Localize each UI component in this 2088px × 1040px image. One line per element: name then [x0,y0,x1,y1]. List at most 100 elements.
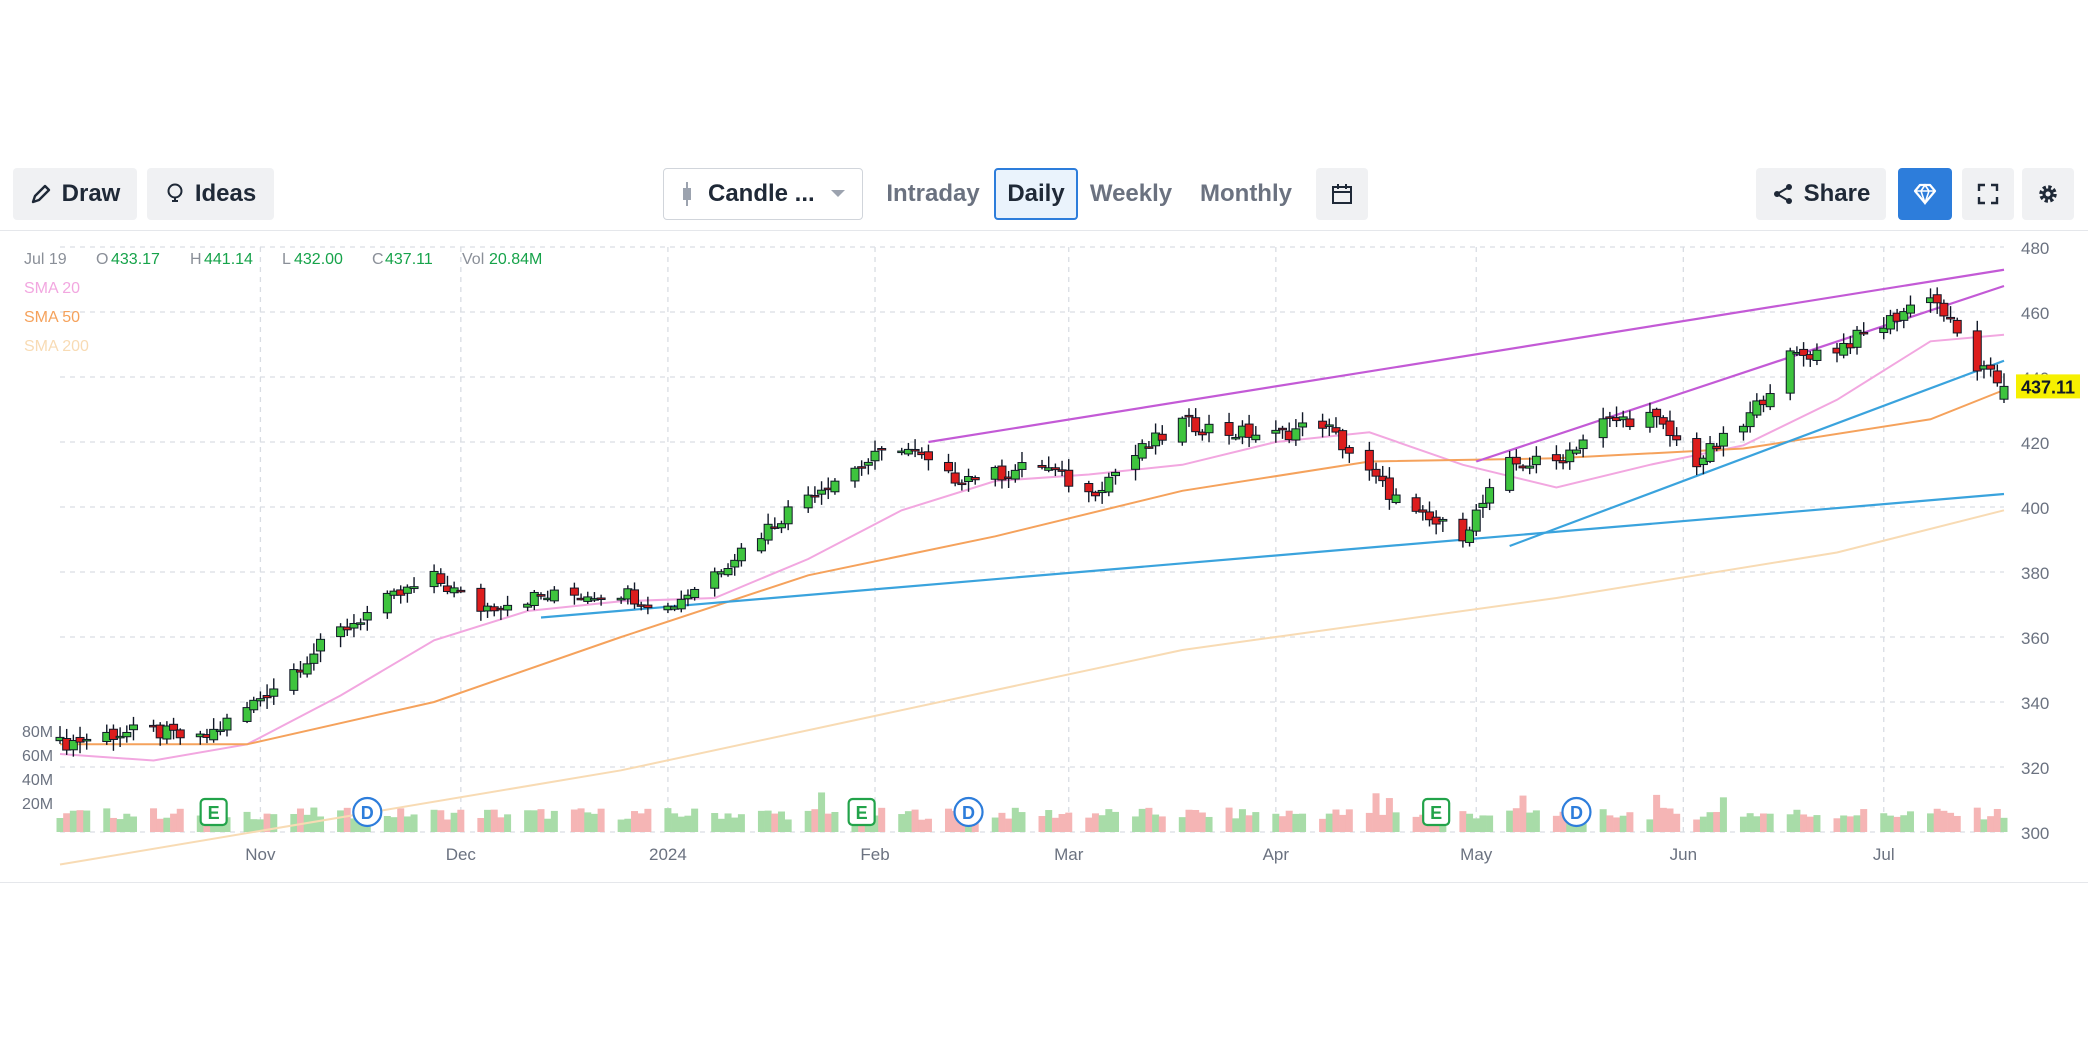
candle-body [1144,446,1154,449]
premium-button[interactable] [1898,168,1952,220]
volume-bar [764,810,772,832]
candle-body [1905,304,1915,314]
volume-bar [1225,807,1233,832]
volume-bar [530,810,538,832]
volume-bar [150,808,158,832]
candle-body [302,663,312,675]
ideas-button[interactable]: Ideas [147,168,274,220]
volume-bar [544,818,552,832]
candle-body [1618,416,1628,421]
volume-bar [664,808,672,832]
trendline-blue [1509,359,2005,548]
volume-bar [1739,816,1747,832]
volume-bar [550,810,558,832]
x-tick-label: Jun [1670,845,1697,864]
volume-bar [918,819,926,832]
period-daily[interactable]: Daily [994,168,1078,220]
volume-bar [1659,807,1667,832]
candle-body [503,604,513,611]
volume-bar [831,811,839,832]
y-tick-label: 480 [2021,239,2049,258]
share-icon [1773,184,1792,204]
volume-bar [537,809,545,832]
volume-bar [824,813,832,832]
volume-bar [56,818,64,832]
y-tick-label: 380 [2021,564,2049,583]
ideas-label: Ideas [194,180,257,207]
volume-bar [1719,797,1727,832]
candle-body [1765,393,1775,408]
period-weekly[interactable]: Weekly [1089,180,1173,207]
period-monthly[interactable]: Monthly [1200,180,1292,207]
candle-body [1785,350,1795,394]
share-label: Share [1803,180,1871,207]
candle-body [1050,467,1060,471]
volume-bar [684,815,692,832]
volume-bar [296,808,304,832]
volume-bar [1900,815,1908,832]
legend: SMA 20 SMA 50 SMA 200 [24,280,89,355]
candle-body [1331,427,1341,433]
candle-body [1745,412,1755,428]
candle-body [776,523,786,529]
volume-bar [1365,812,1373,832]
volume-bar [1325,813,1333,832]
volume-bar [991,817,999,832]
candle-body [1291,428,1301,441]
candle-body [810,494,820,498]
draw-button[interactable]: Draw [13,168,137,220]
earnings-marker [199,797,228,827]
volume-bar [1766,813,1774,832]
candle-body [209,728,219,741]
candle-body [1992,370,2002,384]
x-tick-label: Apr [1263,845,1290,864]
candle-body [830,480,840,493]
chart-type-select[interactable]: Candle ... [663,168,863,220]
candle-body [676,598,686,610]
volume-bar [1993,808,2001,832]
candle-body [903,448,913,455]
candle-body [1017,462,1027,470]
candle-body [1672,435,1682,441]
candle-body [596,597,606,601]
volume-bar [1098,815,1106,832]
y-tick-label: 300 [2021,824,2049,843]
period-intraday[interactable]: Intraday [886,180,980,207]
candle-body [1231,436,1241,440]
settings-button[interactable] [2022,168,2074,220]
volume-bar [1626,812,1634,832]
volume-bar [1185,809,1193,832]
candle-body [476,587,486,612]
volume-bar [878,807,886,832]
x-tick-label: Mar [1054,845,1084,864]
volume-bar [771,813,779,832]
candle-body [255,698,265,702]
fullscreen-button[interactable] [1962,168,2014,220]
volume-bar [443,819,451,832]
volume-bar [484,809,492,832]
candle-body [1344,447,1354,454]
candle-body [1738,425,1748,433]
candle-body [1471,509,1481,532]
share-button[interactable]: Share [1756,168,1886,220]
candle-body [730,559,740,568]
volume-bar [1238,809,1246,832]
volume-bar [1566,819,1574,832]
volume-bar [1279,816,1287,832]
volume-bar [1486,815,1494,832]
calendar-button[interactable] [1316,168,1368,220]
candle-body [1424,511,1434,521]
volume-bar [904,811,912,832]
candle-body [1665,420,1675,437]
volume-bar [1906,811,1914,832]
candle-body [877,448,887,451]
dividend-marker [1561,796,1592,828]
trendline-purple [928,268,2005,444]
candle-body [289,669,299,691]
volume-bar [1880,813,1888,832]
volume-bar [731,817,739,832]
candle-body [402,586,412,594]
volume-bar [383,815,391,832]
